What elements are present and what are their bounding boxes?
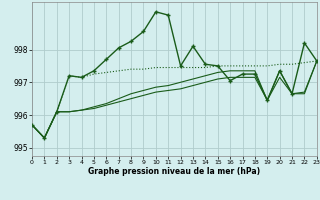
X-axis label: Graphe pression niveau de la mer (hPa): Graphe pression niveau de la mer (hPa) bbox=[88, 167, 260, 176]
